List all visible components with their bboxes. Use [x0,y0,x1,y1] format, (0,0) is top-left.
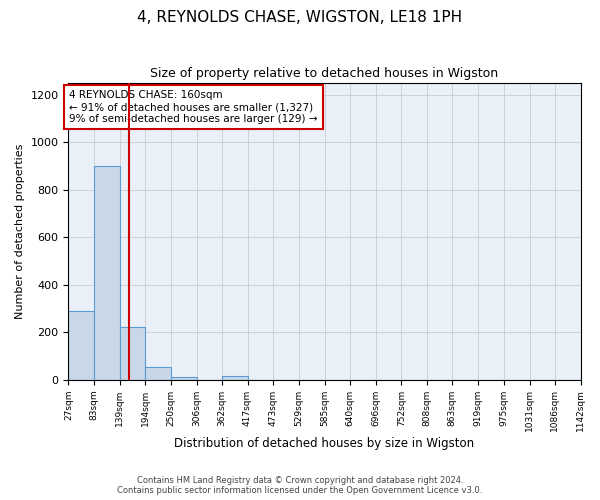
Y-axis label: Number of detached properties: Number of detached properties [15,144,25,319]
X-axis label: Distribution of detached houses by size in Wigston: Distribution of detached houses by size … [175,437,475,450]
Text: 4, REYNOLDS CHASE, WIGSTON, LE18 1PH: 4, REYNOLDS CHASE, WIGSTON, LE18 1PH [137,10,463,25]
Bar [222,376,248,380]
Bar [68,311,94,380]
Bar [120,328,145,380]
Bar [171,377,197,380]
Text: 4 REYNOLDS CHASE: 160sqm
← 91% of detached houses are smaller (1,327)
9% of semi: 4 REYNOLDS CHASE: 160sqm ← 91% of detach… [70,90,318,124]
Bar [145,366,171,380]
Title: Size of property relative to detached houses in Wigston: Size of property relative to detached ho… [151,68,499,80]
Text: Contains HM Land Registry data © Crown copyright and database right 2024.
Contai: Contains HM Land Registry data © Crown c… [118,476,482,495]
Bar [94,166,120,380]
